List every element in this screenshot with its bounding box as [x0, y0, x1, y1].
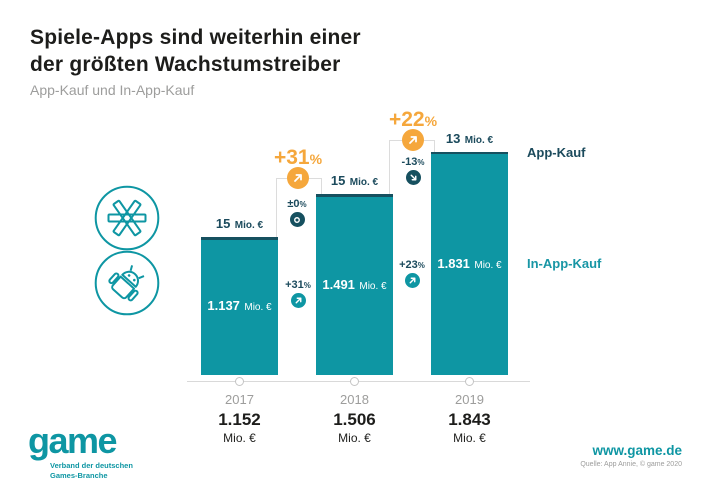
bar-2019-segment-in-app-kauf: [431, 154, 508, 375]
bar-2019-app-kauf-label: 13 Mio. €: [445, 131, 494, 146]
bar-2017-app-kauf-label: 15 Mio. €: [215, 216, 264, 231]
page-subtitle: App-Kauf und In-App-Kauf: [30, 82, 195, 98]
app-kauf-change-2018: ±0%: [262, 198, 332, 227]
bar-2019-segment-app-kauf: [431, 152, 508, 154]
bar-2018-app-kauf-label: 15 Mio. €: [330, 173, 379, 188]
title-line-2: der größten Wachstumstreiber: [30, 53, 341, 76]
no-change-icon: [289, 212, 305, 227]
bracket-2018-2019-right: [434, 140, 435, 152]
app-store-icon: [94, 185, 160, 251]
title-line-1: Spiele-Apps sind weiterhin einer: [30, 26, 361, 49]
bracket-2017-2018-left: [276, 178, 277, 237]
bar-2018-segment-in-app-kauf: [316, 197, 393, 375]
page-title: Spiele-Apps sind weiterhin einer der grö…: [30, 24, 361, 78]
total-growth-2018-label: +31%: [273, 146, 323, 169]
bar-2018-in-app-kauf-label: 1.491 Mio. €: [322, 276, 387, 292]
arrow-down-right-icon: [405, 170, 421, 185]
bar-2017-in-app-kauf-label: 1.137 Mio. €: [207, 298, 272, 313]
bar-2017: 15 Mio. € 1.137 Mio. €: [201, 216, 278, 375]
arrow-up-right-icon: [290, 293, 306, 308]
bar-2017-segment-in-app-kauf: [201, 240, 278, 375]
game-logo-tagline: Verband der deutschen Games-Branche: [50, 461, 133, 480]
android-icon: [94, 250, 160, 316]
growth-up-icon: [402, 129, 424, 151]
legend-in-app-kauf: In-App-Kauf: [527, 256, 602, 271]
arrow-up-right-icon: [404, 273, 420, 288]
bar-2018-segment-app-kauf: [316, 194, 393, 197]
in-app-kauf-change-2019: +23%: [377, 259, 447, 288]
x-label-2017: 2017 1.152 Mio. €: [218, 392, 261, 445]
website-link[interactable]: www.game.de: [592, 443, 682, 458]
bracket-2018-2019-left: [389, 140, 390, 194]
app-kauf-change-2019: -13%: [378, 156, 448, 185]
bar-2017-segment-app-kauf: [201, 237, 278, 240]
in-app-kauf-change-2018: +31%: [263, 279, 333, 308]
source-credit: Quelle: App Annie, © game 2020: [580, 461, 682, 468]
bar-2018: 15 Mio. € 1.491 Mio. €: [316, 173, 393, 375]
bracket-2017-2018-right: [321, 178, 322, 194]
growth-up-icon: [287, 167, 309, 189]
axis-marker-2019: [465, 377, 474, 386]
axis-marker-2017: [235, 377, 244, 386]
axis-marker-2018: [350, 377, 359, 386]
game-logo: game: [28, 420, 118, 461]
bar-2019: 13 Mio. € 1.831 Mio. €: [431, 131, 508, 375]
x-label-2019: 2019 1.843 Mio. €: [448, 392, 491, 445]
total-growth-2019-label: +22%: [388, 108, 438, 131]
legend-app-kauf: App-Kauf: [527, 145, 586, 160]
bar-2019-in-app-kauf-label: 1.831 Mio. €: [437, 255, 502, 271]
x-label-2018: 2018 1.506 Mio. €: [333, 392, 376, 445]
